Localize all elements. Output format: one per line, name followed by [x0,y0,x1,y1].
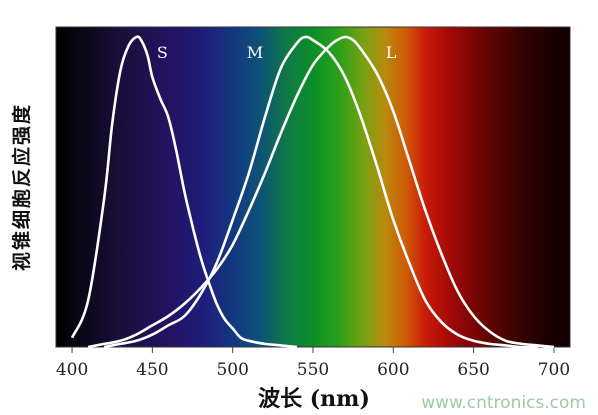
x-axis-label: 波长 (nm) [258,386,370,412]
series-label-l: L [386,43,397,62]
x-tick-label: 700 [538,360,570,380]
series-line-m [103,35,538,349]
x-tick-label: 450 [136,360,168,380]
x-tick-label: 650 [457,360,489,380]
x-tick-label: 400 [56,360,88,380]
watermark: www.cntronics.com [421,393,586,413]
series-label-m: M [247,43,263,62]
y-axis-label: 视锥细胞反应强度 [10,103,33,271]
series-line-l [87,35,555,349]
x-tick-label: 500 [216,360,248,380]
series-label-s: S [157,43,168,62]
series-line-s [70,35,298,349]
x-tick-label: 550 [297,360,329,380]
plot-background [56,27,570,347]
x-tick-label: 600 [377,360,409,380]
